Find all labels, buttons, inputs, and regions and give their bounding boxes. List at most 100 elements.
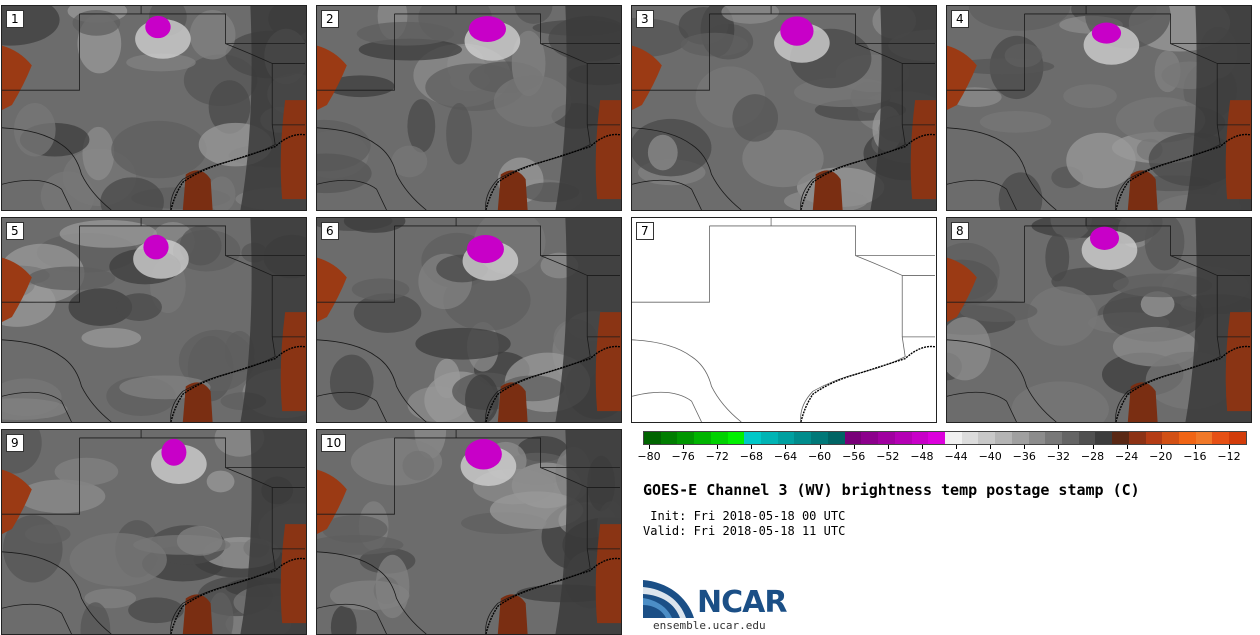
member-label: 6	[321, 222, 339, 240]
warm-brightness-area	[632, 45, 662, 110]
map-6	[317, 218, 621, 422]
warm-brightness-area	[1127, 382, 1158, 422]
brightness-temp-region	[465, 374, 499, 422]
brightness-temp-region	[2, 398, 68, 421]
map-3	[632, 6, 936, 210]
map-1	[2, 6, 306, 210]
brightness-temp-region	[998, 172, 1043, 210]
brightness-temp-region	[206, 470, 235, 493]
state-border	[140, 6, 306, 64]
convective-cloud-top	[468, 16, 507, 42]
member-label: 10	[321, 434, 347, 452]
state-border	[317, 127, 427, 210]
state-border	[455, 430, 621, 488]
ensemble-member-panel-8: 8	[946, 217, 1252, 423]
brightness-temp-region	[356, 21, 455, 46]
coastline	[1115, 133, 1251, 210]
brightness-temp-region	[979, 110, 1052, 133]
colorbar-tick-label: −64	[773, 450, 798, 463]
colorbar-tick-label: −32	[1046, 450, 1071, 463]
colorbar-tick-mark	[819, 445, 821, 449]
warm-brightness-area	[595, 312, 621, 412]
brightness-temp-region	[69, 532, 167, 587]
colorbar-swatch	[1061, 432, 1079, 444]
colorbar-swatch	[878, 432, 895, 444]
brightness-temp-region	[27, 266, 116, 291]
valid-time: Valid: Fri 2018-05-18 11 UTC	[643, 524, 846, 538]
brightness-temp-region	[68, 288, 133, 326]
convective-cloud-top	[161, 438, 187, 466]
colorbar	[643, 431, 1247, 445]
state-border	[317, 551, 427, 634]
colorbar-swatch	[911, 432, 929, 444]
brightness-temp-region	[1027, 286, 1098, 346]
member-label: 5	[6, 222, 24, 240]
colorbar-tick-mark	[717, 445, 719, 449]
colorbar-tick-label: −48	[910, 450, 934, 463]
warm-brightness-area	[317, 45, 347, 110]
state-border	[317, 339, 427, 422]
brightness-temp-region	[446, 103, 472, 165]
member-label: 8	[951, 222, 969, 240]
state-border	[947, 127, 1057, 210]
warm-brightness-area	[1225, 312, 1251, 412]
warm-brightness-area	[812, 170, 843, 210]
brightness-temp-region	[351, 278, 410, 301]
colorbar-swatch	[995, 432, 1012, 444]
init-time: Init: Fri 2018-05-18 00 UTC	[643, 509, 846, 523]
state-border	[1085, 6, 1251, 64]
ensemble-member-panel-9: 9	[1, 429, 307, 635]
colorbar-swatch	[794, 432, 812, 444]
coastline	[800, 345, 936, 422]
state-border	[317, 391, 387, 422]
member-label: 2	[321, 10, 339, 28]
brightness-temp-region	[128, 597, 184, 624]
colorbar-swatch	[827, 432, 845, 444]
coastline	[170, 557, 306, 634]
colorbar-swatch	[844, 432, 862, 444]
brightness-temp-region	[489, 491, 584, 530]
brightness-temp-region	[317, 534, 404, 555]
map-2	[317, 6, 621, 210]
colorbar-tick-mark	[956, 445, 958, 449]
colorbar-tick-mark	[990, 445, 992, 449]
state-border	[2, 179, 72, 210]
ensemble-member-panel-1: 1	[1, 5, 307, 211]
colorbar-swatch	[961, 432, 979, 444]
colorbar-tick-mark	[1092, 445, 1094, 449]
brightness-temp-region	[391, 145, 428, 178]
warm-brightness-area	[317, 257, 347, 322]
state-border	[455, 6, 621, 64]
brightness-temp-region	[207, 592, 234, 634]
coastline	[485, 557, 621, 634]
map-4	[947, 6, 1251, 210]
brightness-temp-region	[343, 218, 406, 233]
colorbar-tick-mark	[785, 445, 787, 449]
colorbar-tick-label: −72	[705, 450, 729, 463]
brightness-temp-region	[179, 225, 222, 266]
colorbar-tick-label: −16	[1183, 450, 1207, 463]
brightness-temp-region	[13, 103, 56, 157]
member-label: 3	[636, 10, 654, 28]
colorbar-swatch	[1011, 432, 1029, 444]
member-label: 9	[6, 434, 24, 452]
convective-cloud-top	[466, 235, 504, 264]
colorbar-swatch	[1145, 432, 1163, 444]
brightness-temp-region	[1004, 43, 1043, 68]
state-border	[632, 391, 702, 422]
brightness-temp-region	[81, 327, 142, 348]
site-url[interactable]: ensemble.ucar.edu	[653, 619, 766, 632]
warm-brightness-area	[497, 594, 528, 634]
colorbar-swatch	[1045, 432, 1062, 444]
ensemble-member-panel-4: 4	[946, 5, 1252, 211]
brightness-temp-region	[189, 9, 236, 60]
brightness-temp-region	[176, 526, 223, 556]
ensemble-member-panel-5: 5	[1, 217, 307, 423]
coastline	[800, 133, 936, 210]
brightness-temp-region	[80, 602, 111, 634]
colorbar-swatch	[1195, 432, 1213, 444]
state-border	[317, 603, 387, 634]
colorbar-tick-label: −28	[1080, 450, 1105, 463]
warm-brightness-area	[947, 257, 977, 322]
brightness-temp-region	[1050, 218, 1093, 240]
